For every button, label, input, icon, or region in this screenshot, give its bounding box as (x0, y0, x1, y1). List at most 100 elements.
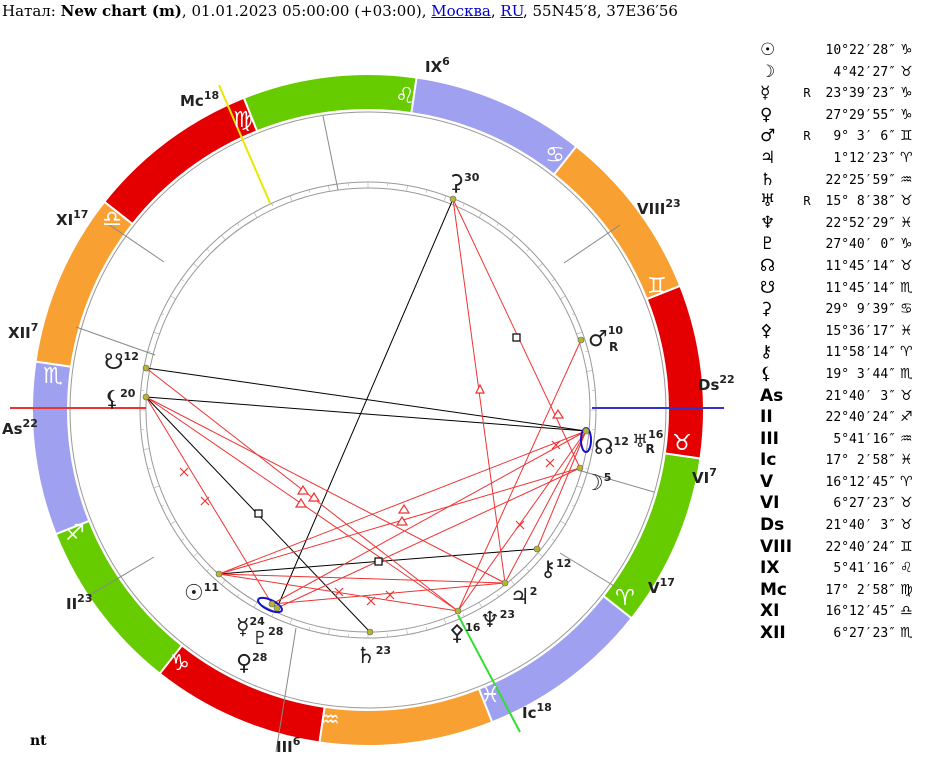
chart-type-label: Натал: (2, 2, 56, 20)
aspect-markers (254, 333, 565, 566)
position-degree: 22°25′59″ (825, 172, 896, 188)
retrograde-flag (798, 299, 816, 321)
position-degree: 21°40′ 3″ (825, 388, 896, 404)
natal-chart-wheel: ♌ ♋ ♊ ♉ ♈ ♓ ♒ ♑ ♐ ♏ ♎ ♍ As22 Ds22 Mc18 I… (2, 55, 735, 756)
retrograde-flag (798, 213, 816, 235)
aquarius-icon: ♒ (320, 708, 340, 733)
mars-icon: ♂10 R (588, 324, 623, 354)
retrograde-flag (798, 623, 816, 645)
cusp-ii (87, 556, 155, 597)
position-symbol: Ds (760, 515, 785, 536)
position-symbol: V (760, 471, 774, 492)
position-row: ♃ 1°12′23″ ♈ (758, 148, 924, 170)
retrograde-flag (798, 537, 816, 559)
position-sign-icon: ♍ (900, 581, 913, 598)
cancer-icon: ♋ (545, 143, 565, 168)
retrograde-flag (798, 234, 816, 256)
position-sign-icon: ♐ (900, 409, 913, 426)
zodiac-sign-glyphs: ♌ ♋ ♊ ♉ ♈ ♓ ♒ ♑ ♐ ♏ ♎ ♍ (43, 84, 692, 733)
trine-marker (296, 484, 310, 495)
position-sign-icon: ♑ (900, 106, 913, 123)
retrograde-flag (798, 342, 816, 364)
trine-marker (395, 515, 409, 526)
position-row: ♅ R 15° 8′38″ ♉ (758, 191, 924, 213)
position-symbol: XI (760, 601, 780, 622)
position-symbol: ♇ (760, 234, 776, 255)
retrograde-flag (798, 278, 816, 300)
position-sign-icon: ♉ (900, 387, 913, 404)
position-row: V 16°12′45″ ♈ (758, 472, 924, 494)
trine-marker (307, 491, 321, 502)
retrograde-flag (798, 386, 816, 408)
position-row: ♆ 22°52′29″ ♓ (758, 213, 924, 235)
retrograde-flag (798, 321, 816, 343)
retrograde-flag (798, 472, 816, 494)
conjunction-marker (257, 596, 283, 614)
position-row: ☉ 10°22′28″ ♑ (758, 40, 924, 62)
position-degree: 11°45′14″ (825, 258, 896, 274)
position-degree: 9° 3′ 6″ (833, 129, 896, 145)
country-link[interactable]: RU (500, 2, 523, 20)
retrograde-flag (798, 515, 816, 537)
leo-icon: ♌ (395, 84, 415, 109)
house-label-iii: III6 (276, 735, 301, 756)
house-ring-outer (69, 111, 667, 709)
trine-marker (551, 408, 565, 419)
position-row: ♇ 27°40′ 0″ ♑ (758, 234, 924, 256)
chiron-icon: ⚷12 (540, 557, 571, 582)
position-sign-icon: ♏ (900, 279, 913, 296)
house-label-v: V17 (648, 576, 675, 597)
axis-labels: As22 Ds22 Mc18 Ic18 IX6 VIII23 XI17 XII7… (2, 55, 735, 756)
position-sign-icon: ♏ (900, 365, 913, 382)
zodiac-ring (31, 73, 705, 747)
aspect-line (218, 430, 587, 575)
position-symbol: ☋ (760, 277, 776, 298)
position-sign-icon: ♈ (900, 473, 913, 490)
retrograde-flag (798, 429, 816, 451)
position-symbol: ☉ (760, 40, 776, 60)
gemini-icon: ♊ (647, 274, 667, 299)
position-row: XII 6°27′23″ ♏ (758, 623, 924, 645)
position-sign-icon: ♒ (900, 430, 913, 447)
sextile-marker (179, 467, 189, 477)
position-degree: 23°39′23″ (825, 86, 896, 102)
trine-marker (475, 383, 485, 394)
aspect-line (145, 396, 506, 584)
ic-label: Ic18 (522, 701, 552, 722)
position-degree: 27°29′55″ (825, 107, 896, 123)
ic-line (457, 614, 521, 733)
retrograde-flag (798, 558, 816, 580)
position-symbol: III (760, 428, 779, 449)
venus-icon: ♀28 (236, 651, 267, 676)
position-row: ♀ 27°29′55″ ♑ (758, 105, 924, 127)
position-degree: 19° 3′44″ (825, 366, 896, 382)
position-row: Ic 17° 2′58″ ♓ (758, 450, 924, 472)
position-degree: 29° 9′39″ (825, 302, 896, 318)
position-degree: 22°52′29″ (825, 215, 896, 231)
aspect-line (536, 430, 587, 550)
position-sign-icon: ♉ (900, 193, 913, 210)
virgo-icon: ♍ (233, 108, 253, 133)
position-sign-icon: ♉ (900, 517, 913, 534)
scorpio-icon: ♏ (43, 364, 63, 389)
position-row: ☋ 11°45′14″ ♏ (758, 278, 924, 300)
city-link[interactable]: Москва (431, 2, 491, 20)
square-marker (254, 509, 263, 518)
position-sign-icon: ♊ (900, 538, 913, 555)
position-row: IX 5°41′16″ ♌ (758, 558, 924, 580)
dsc-label: Ds22 (698, 373, 735, 394)
chart-name: New chart (m) (60, 2, 182, 20)
aspect-line (457, 430, 587, 612)
position-symbol: IX (760, 558, 780, 579)
position-row: ♂ R 9° 3′ 6″ ♊ (758, 126, 924, 148)
retrograde-flag: R (803, 194, 811, 209)
libra-icon: ♎ (102, 207, 122, 232)
retrograde-flag (798, 256, 816, 278)
aspect-line (504, 430, 587, 584)
position-symbol: ☽ (760, 61, 776, 82)
cusp-ix (322, 115, 339, 191)
position-degree: 10°22′28″ (825, 43, 896, 58)
position-row: ⚴ 15°36′17″ ♓ (758, 321, 924, 343)
position-degree: 17° 2′58″ (825, 582, 896, 598)
position-row: Ds 21°40′ 3″ ♉ (758, 515, 924, 537)
